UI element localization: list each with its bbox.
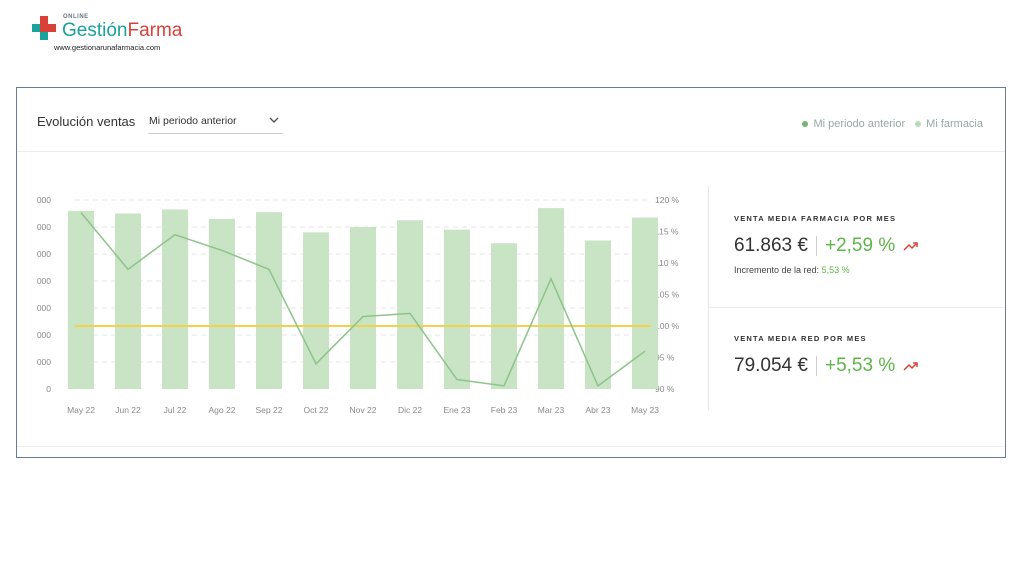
chart-bar: [115, 213, 141, 389]
kpi-farmacia-sub: Incremento de la red: 5,53 %: [734, 265, 1004, 275]
y-right-tick-label: 105 %: [655, 290, 680, 300]
kpi-red-label: VENTA MEDIA RED POR MES: [734, 334, 867, 343]
chart-bar: [162, 209, 188, 389]
y-left-tick-label: 0: [46, 384, 51, 394]
y-left-tick-label: 20.000: [37, 330, 51, 340]
logo-name: GestiónFarma: [62, 20, 182, 42]
y-right-tick-label: 100 %: [655, 321, 680, 331]
kpi-separator: [815, 236, 817, 256]
y-right-tick-label: 115 %: [655, 227, 679, 237]
logo-name-part-a: Gestión: [62, 20, 128, 41]
card-footer-line: [17, 446, 1005, 447]
y-left-tick-label: 50.000: [37, 249, 51, 259]
x-tick-label: Abr 23: [585, 405, 610, 415]
x-tick-label: Oct 22: [303, 405, 328, 415]
x-tick-label: Jun 22: [115, 405, 141, 415]
kpi-red: VENTA MEDIA RED POR MES 79.054 € +5,53 %: [734, 334, 1004, 377]
trend-up-icon: [903, 242, 918, 251]
legend-label-periodo: Mi periodo anterior: [813, 118, 906, 130]
kpi-divider: [709, 307, 1005, 308]
logo-url: www.gestionarunafarmacia.com: [54, 43, 161, 52]
vertical-divider: [708, 186, 709, 410]
x-tick-label: Dic 22: [398, 405, 422, 415]
period-select[interactable]: Mi periodo anterior: [148, 108, 283, 134]
kpi-red-increase-label: Incremento de la red:: [734, 265, 820, 275]
chart-bar: [209, 218, 235, 389]
x-tick-label: May 23: [631, 405, 659, 415]
pharmacy-cross-icon: [32, 16, 56, 40]
legend-dot-farmacia: [915, 121, 922, 127]
y-right-tick-label: 110 %: [655, 258, 679, 268]
x-tick-label: Nov 22: [350, 405, 377, 415]
sales-evolution-card: Evolución ventas Mi periodo anterior Mi …: [16, 87, 1006, 458]
chevron-down-icon: [269, 117, 279, 123]
card-title: Evolución ventas: [37, 114, 136, 129]
kpi-red-increase-value: 5,53 %: [821, 265, 850, 275]
chart-bar: [632, 217, 658, 389]
kpi-separator: [815, 356, 817, 376]
kpi-farmacia-value: 61.863 €: [734, 235, 808, 256]
sales-chart: 0 10.000 20.000 30.000 40.000 50.000 60.000 70.…: [25, 184, 687, 424]
trend-up-icon: [903, 362, 918, 371]
kpi-red-value: 79.054 €: [734, 355, 808, 376]
y-left-tick-label: 60.000: [37, 222, 51, 232]
kpi-farmacia: VENTA MEDIA FARMACIA POR MES 61.863 € +2…: [734, 214, 1004, 275]
card-header: Evolución ventas Mi periodo anterior Mi …: [17, 88, 1005, 152]
y-left-tick-label: 40.000: [37, 276, 51, 286]
x-tick-label: Ago 22: [209, 405, 236, 415]
logo-online-text: ONLINE: [63, 14, 89, 20]
kpi-farmacia-label: VENTA MEDIA FARMACIA POR MES: [734, 214, 897, 223]
legend-label-farmacia: Mi farmacia: [926, 118, 983, 130]
x-tick-label: Sep 22: [256, 405, 283, 415]
kpi-red-change: +5,53 %: [824, 355, 896, 376]
y-right-tick-label: 90 %: [655, 384, 675, 394]
brand-logo: ONLINE GestiónFarma www.gestionarunafarm…: [32, 14, 202, 56]
chart-bar: [256, 212, 282, 389]
kpi-farmacia-row: 61.863 € +2,59 %: [734, 235, 1004, 257]
line-series-periodo-anterior: [80, 212, 646, 388]
x-tick-label: May 22: [67, 405, 95, 415]
logo-name-part-b: Farma: [127, 20, 183, 41]
y-left-tick-label: 30.000: [37, 303, 51, 313]
chart-bar: [350, 227, 376, 389]
sales-chart-svg: 0 10.000 20.000 30.000 40.000 50.000 60.000 70.…: [25, 195, 680, 415]
chart-bar: [68, 210, 94, 389]
chart-bar: [303, 232, 329, 389]
y-left-tick-label: 70.000: [37, 195, 51, 205]
x-tick-label: Feb 23: [491, 405, 518, 415]
legend-dot-periodo: [802, 121, 809, 127]
y-right-tick-label: 95 %: [655, 353, 675, 363]
chart-bar: [444, 229, 470, 389]
y-right-tick-label: 120 %: [655, 195, 680, 205]
legend-item-periodo: Mi periodo anterior: [802, 118, 905, 130]
x-tick-label: Ene 23: [444, 405, 471, 415]
chart-bar: [397, 220, 423, 389]
kpi-farmacia-change: +2,59 %: [824, 235, 896, 256]
chart-bar: [491, 243, 517, 389]
chart-legend: Mi periodo anterior Mi farmacia: [792, 118, 983, 130]
period-select-value: Mi periodo anterior: [149, 115, 237, 127]
y-left-tick-label: 10.000: [37, 357, 51, 367]
x-tick-label: Mar 23: [538, 405, 565, 415]
legend-item-farmacia: Mi farmacia: [915, 118, 983, 130]
x-tick-label: Jul 22: [164, 405, 187, 415]
kpi-red-row: 79.054 € +5,53 %: [734, 355, 1004, 377]
